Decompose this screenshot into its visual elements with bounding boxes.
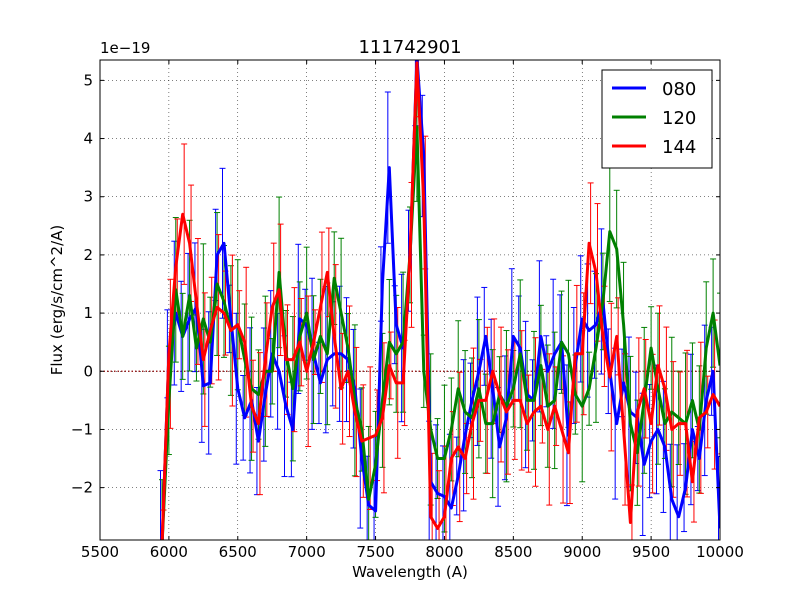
y-tick-label: 0 [83, 362, 93, 380]
y-tick-label: 1 [83, 304, 93, 322]
legend-label-144: 144 [662, 137, 696, 158]
series-lines [160, 60, 720, 540]
x-axis-label: Wavelength (A) [352, 563, 468, 581]
legend-label-120: 120 [662, 108, 696, 129]
y-tick-label: 4 [83, 130, 93, 148]
x-tick-label: 6000 [150, 543, 188, 561]
y-tick-label: 3 [83, 188, 93, 206]
x-tick-label: 9000 [563, 543, 601, 561]
axis-ticks: 5500 6000 6500 7000 7500 8000 8500 9000 9500 1000… [71, 60, 744, 561]
x-tick-label: 7000 [288, 543, 326, 561]
y-tick-label: −2 [71, 479, 93, 497]
x-tick-label: 8000 [425, 543, 463, 561]
y-axis-label: Flux (erg/s/cm^2/A) [48, 225, 66, 376]
x-tick-label: 10000 [696, 543, 744, 561]
chart-title: 111742901 [358, 37, 461, 58]
series-line-144 [160, 61, 720, 540]
y-tick-label: 2 [83, 246, 93, 264]
x-tick-label: 6500 [219, 543, 257, 561]
y-tick-label: −1 [71, 420, 93, 438]
x-tick-label: 8500 [494, 543, 532, 561]
x-tick-label: 7500 [356, 543, 394, 561]
legend: 080 120 144 [601, 69, 713, 169]
series-line-120 [160, 125, 720, 540]
y-offset-label: 1e−19 [100, 39, 150, 57]
legend-label-080: 080 [662, 79, 696, 100]
y-tick-label: 5 [83, 71, 93, 89]
plot-frame [99, 59, 721, 541]
x-tick-label: 9500 [632, 543, 670, 561]
series-line-080 [160, 60, 720, 540]
legend-box [601, 69, 713, 169]
x-tick-label: 5500 [81, 543, 119, 561]
